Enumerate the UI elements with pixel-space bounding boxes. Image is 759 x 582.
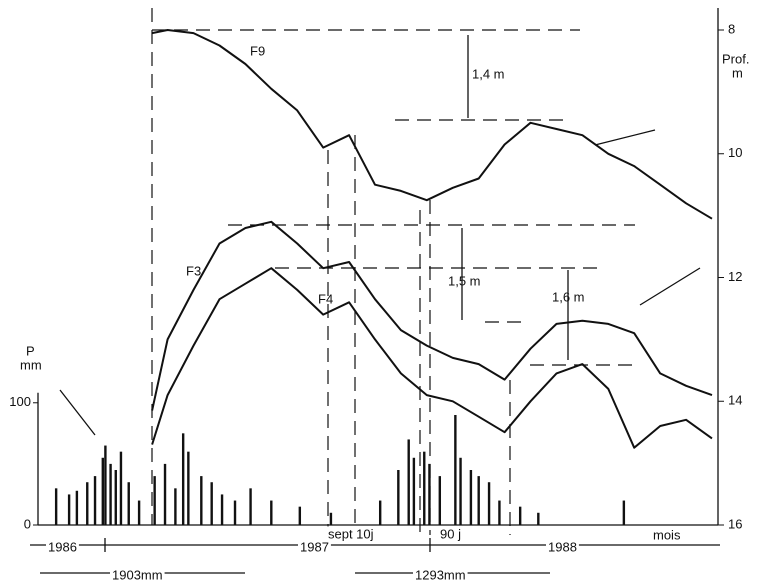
precip-bar bbox=[537, 512, 540, 525]
precip-bar bbox=[75, 490, 79, 525]
y2-tick-label: 8 bbox=[728, 21, 735, 36]
precip-bar bbox=[67, 494, 71, 525]
precip-bar bbox=[428, 463, 431, 525]
precip-bar bbox=[518, 506, 522, 525]
precip-bar bbox=[137, 500, 141, 525]
precip-bar bbox=[114, 470, 117, 525]
label-background bbox=[46, 539, 79, 555]
guide-lines bbox=[30, 8, 720, 574]
precip-bar bbox=[454, 415, 457, 525]
y2-tick-label: 14 bbox=[728, 393, 742, 408]
precip-bar bbox=[174, 488, 177, 525]
precip-bar bbox=[498, 500, 501, 525]
annotation: 1988 bbox=[548, 539, 577, 554]
precip-bar bbox=[329, 512, 333, 525]
annotation: 1903mm bbox=[112, 567, 163, 582]
annotation: mois bbox=[653, 527, 681, 542]
series-line bbox=[151, 29, 713, 220]
annotation: 1293mm bbox=[415, 567, 466, 582]
precip-bar bbox=[119, 451, 123, 525]
y-tick-label: 100 bbox=[9, 394, 31, 409]
precip-bar bbox=[438, 476, 442, 525]
precip-bar bbox=[487, 482, 491, 525]
label-background bbox=[438, 526, 464, 542]
precip-bar bbox=[298, 506, 302, 525]
series-label: F4 bbox=[318, 291, 333, 306]
precip-bar bbox=[93, 476, 97, 525]
precip-bar bbox=[249, 488, 252, 525]
y2-tick-label: 10 bbox=[728, 145, 742, 160]
precip-bar bbox=[181, 433, 185, 525]
annotation: 90 j bbox=[440, 526, 461, 541]
precip-bar bbox=[101, 457, 105, 525]
precip-bar bbox=[407, 439, 410, 525]
series-line bbox=[151, 267, 713, 449]
series-line bbox=[151, 220, 713, 411]
precip-bar bbox=[477, 476, 480, 525]
y-tick-label: 0 bbox=[24, 516, 31, 531]
label-background bbox=[110, 567, 165, 582]
precip-bar bbox=[200, 476, 203, 525]
annotation: 1,6 m bbox=[552, 289, 585, 304]
precip-bar bbox=[270, 500, 273, 525]
y2-label: m bbox=[732, 65, 743, 80]
precip-bar bbox=[469, 470, 473, 525]
precip-bar bbox=[109, 463, 112, 525]
precip-bar bbox=[127, 482, 130, 525]
precip-bar bbox=[622, 500, 626, 525]
precip-bar bbox=[397, 470, 400, 525]
y2-label: Prof. bbox=[722, 51, 749, 66]
precip-bar bbox=[412, 457, 416, 525]
precip-bar bbox=[54, 488, 58, 525]
precip-bar bbox=[423, 451, 426, 525]
precip-bar bbox=[104, 445, 107, 525]
annotation: 1,5 m bbox=[448, 273, 481, 288]
annotation: 1987 bbox=[300, 539, 329, 554]
precip-bar bbox=[163, 463, 167, 525]
annotation: sept 10j bbox=[328, 526, 374, 541]
series-label: F9 bbox=[250, 43, 265, 58]
annotation: 1986 bbox=[48, 539, 77, 554]
precip-bar bbox=[86, 482, 89, 525]
series-label: F3 bbox=[186, 263, 201, 278]
label-background bbox=[298, 539, 331, 555]
y2-tick-label: 12 bbox=[728, 269, 742, 284]
precip-bar bbox=[378, 500, 382, 525]
label-background bbox=[546, 539, 579, 555]
precip-bar bbox=[459, 457, 462, 525]
precip-bar bbox=[187, 451, 190, 525]
label-background bbox=[326, 526, 376, 542]
annotation: 1,4 m bbox=[472, 66, 505, 81]
precip-bar bbox=[233, 500, 237, 525]
precip-bar bbox=[220, 494, 224, 525]
label-background bbox=[413, 567, 468, 582]
y2-tick-label: 16 bbox=[728, 516, 742, 531]
precip-bar bbox=[210, 482, 213, 525]
precip-bar bbox=[153, 476, 156, 525]
y-label: P bbox=[26, 343, 35, 358]
y-label: mm bbox=[20, 357, 42, 372]
